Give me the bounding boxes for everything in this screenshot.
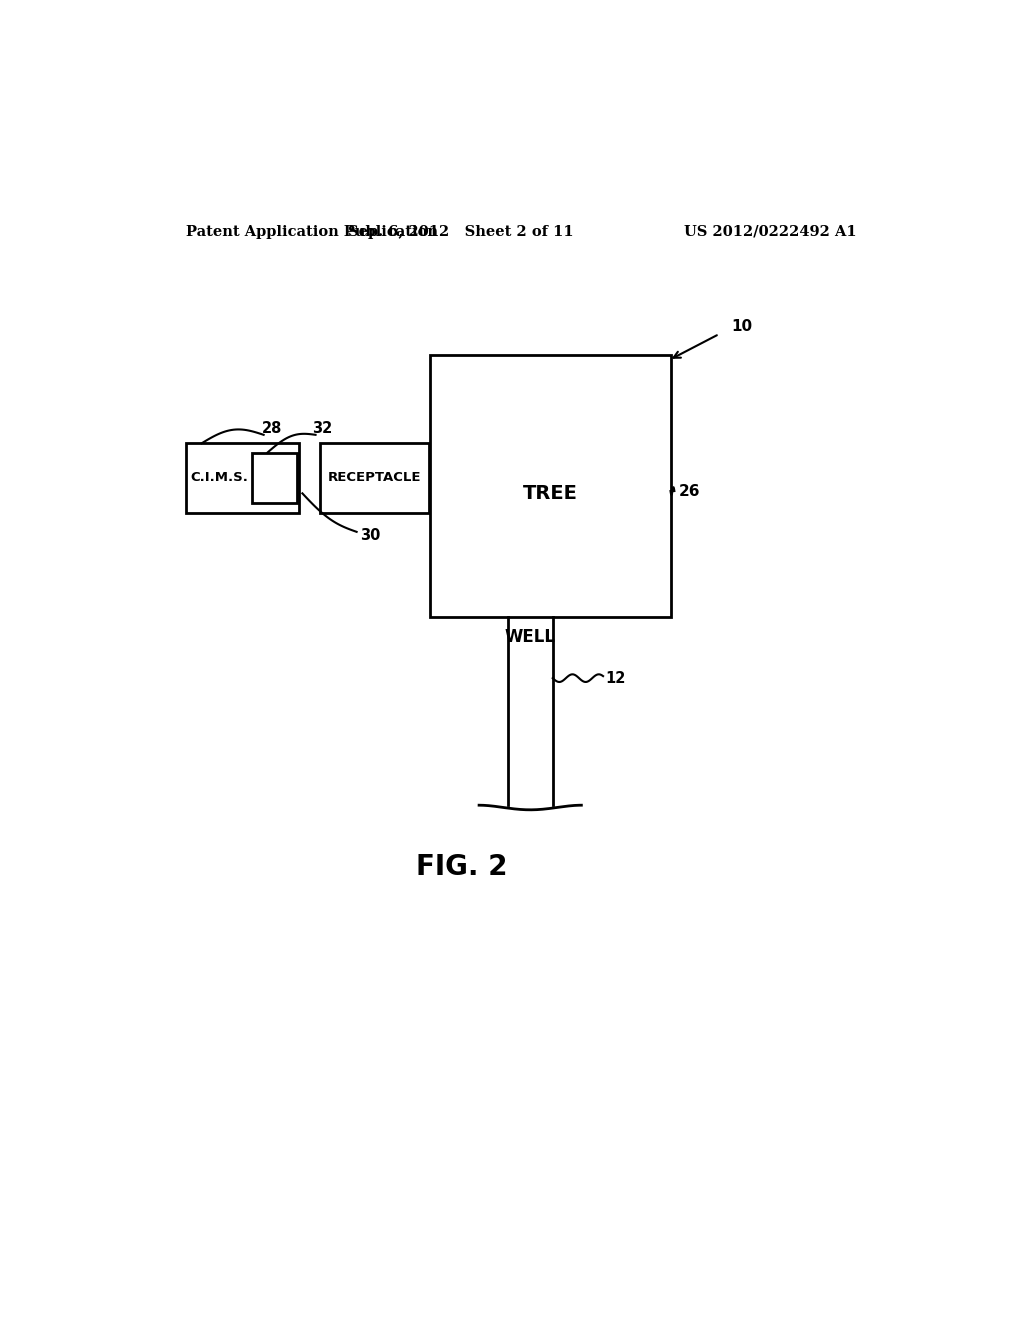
Bar [252,453,297,503]
Text: 10: 10 [731,318,752,334]
Text: FIG. 2: FIG. 2 [416,853,507,880]
Text: TREE: TREE [523,484,578,503]
Text: 32: 32 [311,421,332,436]
Bar [321,444,429,512]
Text: US 2012/0222492 A1: US 2012/0222492 A1 [684,224,856,239]
Bar [186,444,299,512]
Text: WELL: WELL [505,628,556,647]
Text: Sep. 6, 2012   Sheet 2 of 11: Sep. 6, 2012 Sheet 2 of 11 [348,224,574,239]
Text: RECEPTACLE: RECEPTACLE [328,471,421,484]
Text: 28: 28 [262,421,283,436]
Text: 12: 12 [605,671,626,685]
Bar [430,355,671,616]
Text: 26: 26 [678,483,699,499]
Text: 30: 30 [360,528,381,544]
Text: Patent Application Publication: Patent Application Publication [186,224,438,239]
Text: C.I.M.S.: C.I.M.S. [190,471,249,484]
